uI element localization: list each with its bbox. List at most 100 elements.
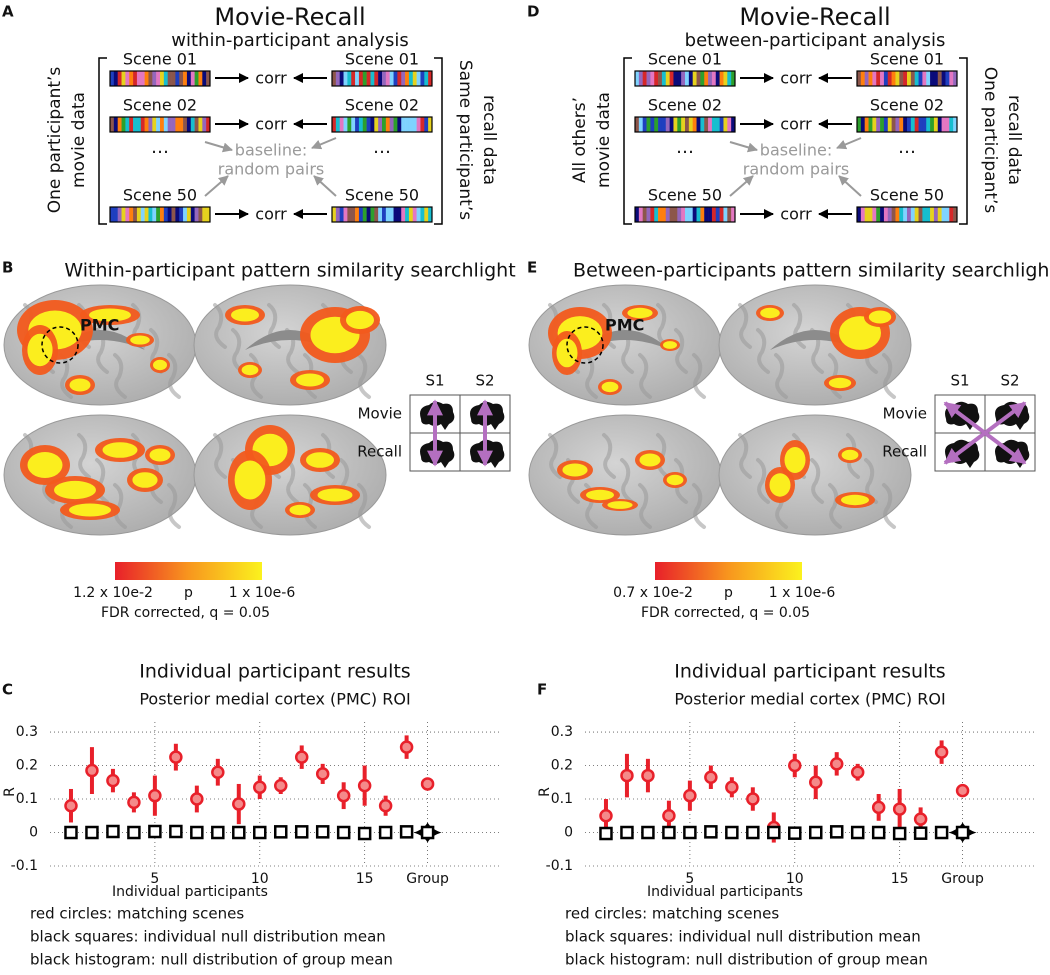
pattern-stripe (941, 71, 946, 86)
pattern-stripe (692, 207, 697, 222)
panel-letter: B (2, 259, 13, 277)
pattern-stripe (688, 71, 693, 86)
pattern-stripe (156, 117, 161, 132)
activation-peak (586, 489, 614, 501)
pattern-stripe (700, 207, 705, 222)
pattern-stripe (727, 71, 732, 86)
activation-peak (234, 460, 266, 500)
pattern-stripe (389, 207, 394, 222)
match-marker (190, 792, 204, 806)
pattern-stripe (933, 207, 939, 222)
pattern-stripe (339, 117, 344, 132)
pattern-stripe (883, 71, 889, 86)
note: black histogram: null distribution of gr… (565, 951, 928, 969)
pattern-stripe (351, 71, 356, 86)
colorbar-label: 0.7 x 10e-2 (613, 585, 693, 601)
pattern-stripe (179, 207, 184, 222)
pattern-stripe (731, 207, 736, 222)
pattern-stripe (362, 71, 367, 86)
y-tick-label: 0 (564, 825, 573, 841)
match-marker (955, 783, 970, 798)
pattern-stripe (857, 71, 862, 86)
pattern-stripe (883, 207, 889, 222)
bracket (623, 57, 632, 225)
activation-peak (27, 452, 63, 478)
pattern-stripe (358, 117, 364, 132)
pattern-stripe (160, 117, 165, 132)
null-mean-marker (662, 825, 676, 840)
pattern-stripe (183, 117, 188, 132)
pattern-stripe (945, 117, 950, 132)
null-mean-marker (294, 825, 309, 839)
pattern-stripe (113, 207, 118, 222)
pattern-stripe (378, 117, 383, 132)
pattern-stripe (362, 117, 367, 132)
pattern-stripe (903, 207, 908, 222)
pattern-stripe (347, 207, 352, 222)
pattern-frame (109, 70, 211, 87)
panel-letter: A (2, 3, 14, 21)
pattern-stripe (424, 117, 429, 132)
pattern-stripe (412, 117, 417, 132)
pattern-stripe (727, 117, 732, 132)
activation-peak (663, 341, 677, 349)
pattern-stripe (635, 71, 640, 86)
pattern-stripe (933, 71, 939, 86)
pattern-stripe (206, 71, 211, 86)
null-mean-marker (683, 825, 697, 840)
pattern-stripe (930, 207, 935, 222)
pattern-frame (331, 206, 433, 223)
scene-label: Scene 02 (123, 96, 197, 115)
corr-label: corr (780, 115, 812, 134)
pattern-frame (109, 116, 211, 133)
roi-circle (566, 326, 604, 364)
pattern-frame (331, 116, 433, 133)
activation-peak (241, 364, 259, 376)
pattern-stripe (335, 207, 340, 222)
null-mean-marker (704, 825, 718, 839)
x-axis-label: Individual participants (647, 884, 803, 900)
pattern-stripe (194, 71, 199, 86)
activation-peak (562, 463, 588, 477)
pattern-stripe (665, 117, 670, 132)
scene-label: Scene 01 (345, 50, 419, 69)
pattern-stripe (688, 117, 693, 132)
pattern-stripe (206, 117, 211, 132)
activation-peak (666, 474, 684, 486)
pattern-stripe (385, 117, 390, 132)
pattern-stripe (949, 207, 954, 222)
y-tick-label: -0.1 (11, 858, 38, 874)
pattern-stripe (872, 117, 877, 132)
pattern-stripe (374, 117, 379, 132)
pattern-stripe (351, 117, 356, 132)
pattern-stripe (891, 207, 896, 222)
pattern-stripe (332, 117, 337, 132)
baseline-arrow (311, 137, 337, 150)
null-mean-marker (148, 824, 162, 839)
activation-peak (868, 310, 892, 324)
pattern-stripe (183, 207, 188, 222)
pattern-stripe (650, 71, 655, 86)
side-caption: One participant’s (980, 67, 1000, 214)
sulcus (285, 458, 299, 504)
pattern-stripe (872, 207, 877, 222)
sulcus (602, 433, 616, 479)
null-mean-marker (599, 826, 613, 841)
pattern-stripe (681, 207, 686, 222)
pattern-stripe (121, 207, 126, 222)
match-marker (704, 770, 718, 785)
pattern-stripe (654, 71, 659, 86)
null-mean-marker (934, 825, 949, 840)
pattern-stripe (665, 71, 670, 86)
pattern-stripe (930, 71, 935, 86)
pattern-stripe (160, 71, 165, 86)
pattern-stripe (125, 117, 130, 132)
pattern-stripe (133, 71, 138, 86)
pattern-stripe (903, 117, 908, 132)
pattern-stripe (661, 207, 667, 222)
diagram-subtitle: between-participant analysis (685, 30, 946, 51)
pattern-stripe (700, 71, 705, 86)
match-marker (232, 797, 246, 811)
bracket (98, 57, 107, 225)
activation-peak (69, 503, 111, 517)
